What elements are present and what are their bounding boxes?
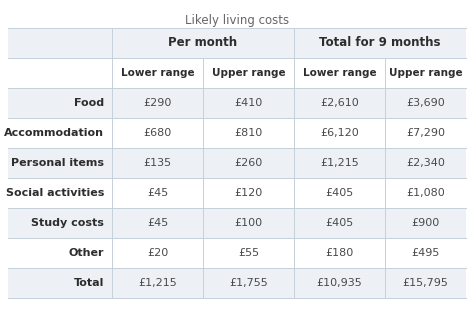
Text: Food: Food <box>74 98 104 108</box>
Text: £135: £135 <box>144 158 172 168</box>
Text: £120: £120 <box>234 188 263 198</box>
Bar <box>8 238 466 268</box>
Text: Accommodation: Accommodation <box>4 128 104 138</box>
Bar <box>8 28 466 58</box>
Text: £3,690: £3,690 <box>406 98 445 108</box>
Text: £260: £260 <box>234 158 263 168</box>
Text: £45: £45 <box>147 188 168 198</box>
Text: £680: £680 <box>143 128 172 138</box>
Text: £7,290: £7,290 <box>406 128 445 138</box>
Text: £1,755: £1,755 <box>229 278 268 288</box>
Text: £405: £405 <box>325 188 354 198</box>
Text: Total: Total <box>73 278 104 288</box>
Bar <box>8 178 466 208</box>
Text: £55: £55 <box>238 248 259 258</box>
Bar <box>8 148 466 178</box>
Bar <box>8 118 466 148</box>
Text: £290: £290 <box>143 98 172 108</box>
Text: £2,340: £2,340 <box>406 158 445 168</box>
Text: Other: Other <box>69 248 104 258</box>
Text: £405: £405 <box>325 218 354 228</box>
Text: Per month: Per month <box>168 37 237 49</box>
Text: Study costs: Study costs <box>31 218 104 228</box>
Text: £410: £410 <box>234 98 263 108</box>
Text: £1,080: £1,080 <box>406 188 445 198</box>
Text: £1,215: £1,215 <box>320 158 359 168</box>
Text: Personal items: Personal items <box>11 158 104 168</box>
Text: £810: £810 <box>234 128 263 138</box>
Text: Upper range: Upper range <box>389 68 462 78</box>
Bar <box>8 88 466 118</box>
Text: £1,215: £1,215 <box>138 278 177 288</box>
Text: £495: £495 <box>411 248 440 258</box>
Text: Lower range: Lower range <box>303 68 376 78</box>
Text: £45: £45 <box>147 218 168 228</box>
Text: £20: £20 <box>147 248 168 258</box>
Bar <box>8 58 466 88</box>
Text: £2,610: £2,610 <box>320 98 359 108</box>
Text: Total for 9 months: Total for 9 months <box>319 37 441 49</box>
Text: Social activities: Social activities <box>6 188 104 198</box>
Text: £900: £900 <box>411 218 439 228</box>
Text: Upper range: Upper range <box>212 68 285 78</box>
Text: £180: £180 <box>325 248 354 258</box>
Bar <box>8 208 466 238</box>
Text: Lower range: Lower range <box>121 68 194 78</box>
Text: £6,120: £6,120 <box>320 128 359 138</box>
Bar <box>8 268 466 298</box>
Text: Likely living costs: Likely living costs <box>185 14 289 27</box>
Text: £15,795: £15,795 <box>402 278 448 288</box>
Text: £10,935: £10,935 <box>317 278 363 288</box>
Text: £100: £100 <box>235 218 263 228</box>
